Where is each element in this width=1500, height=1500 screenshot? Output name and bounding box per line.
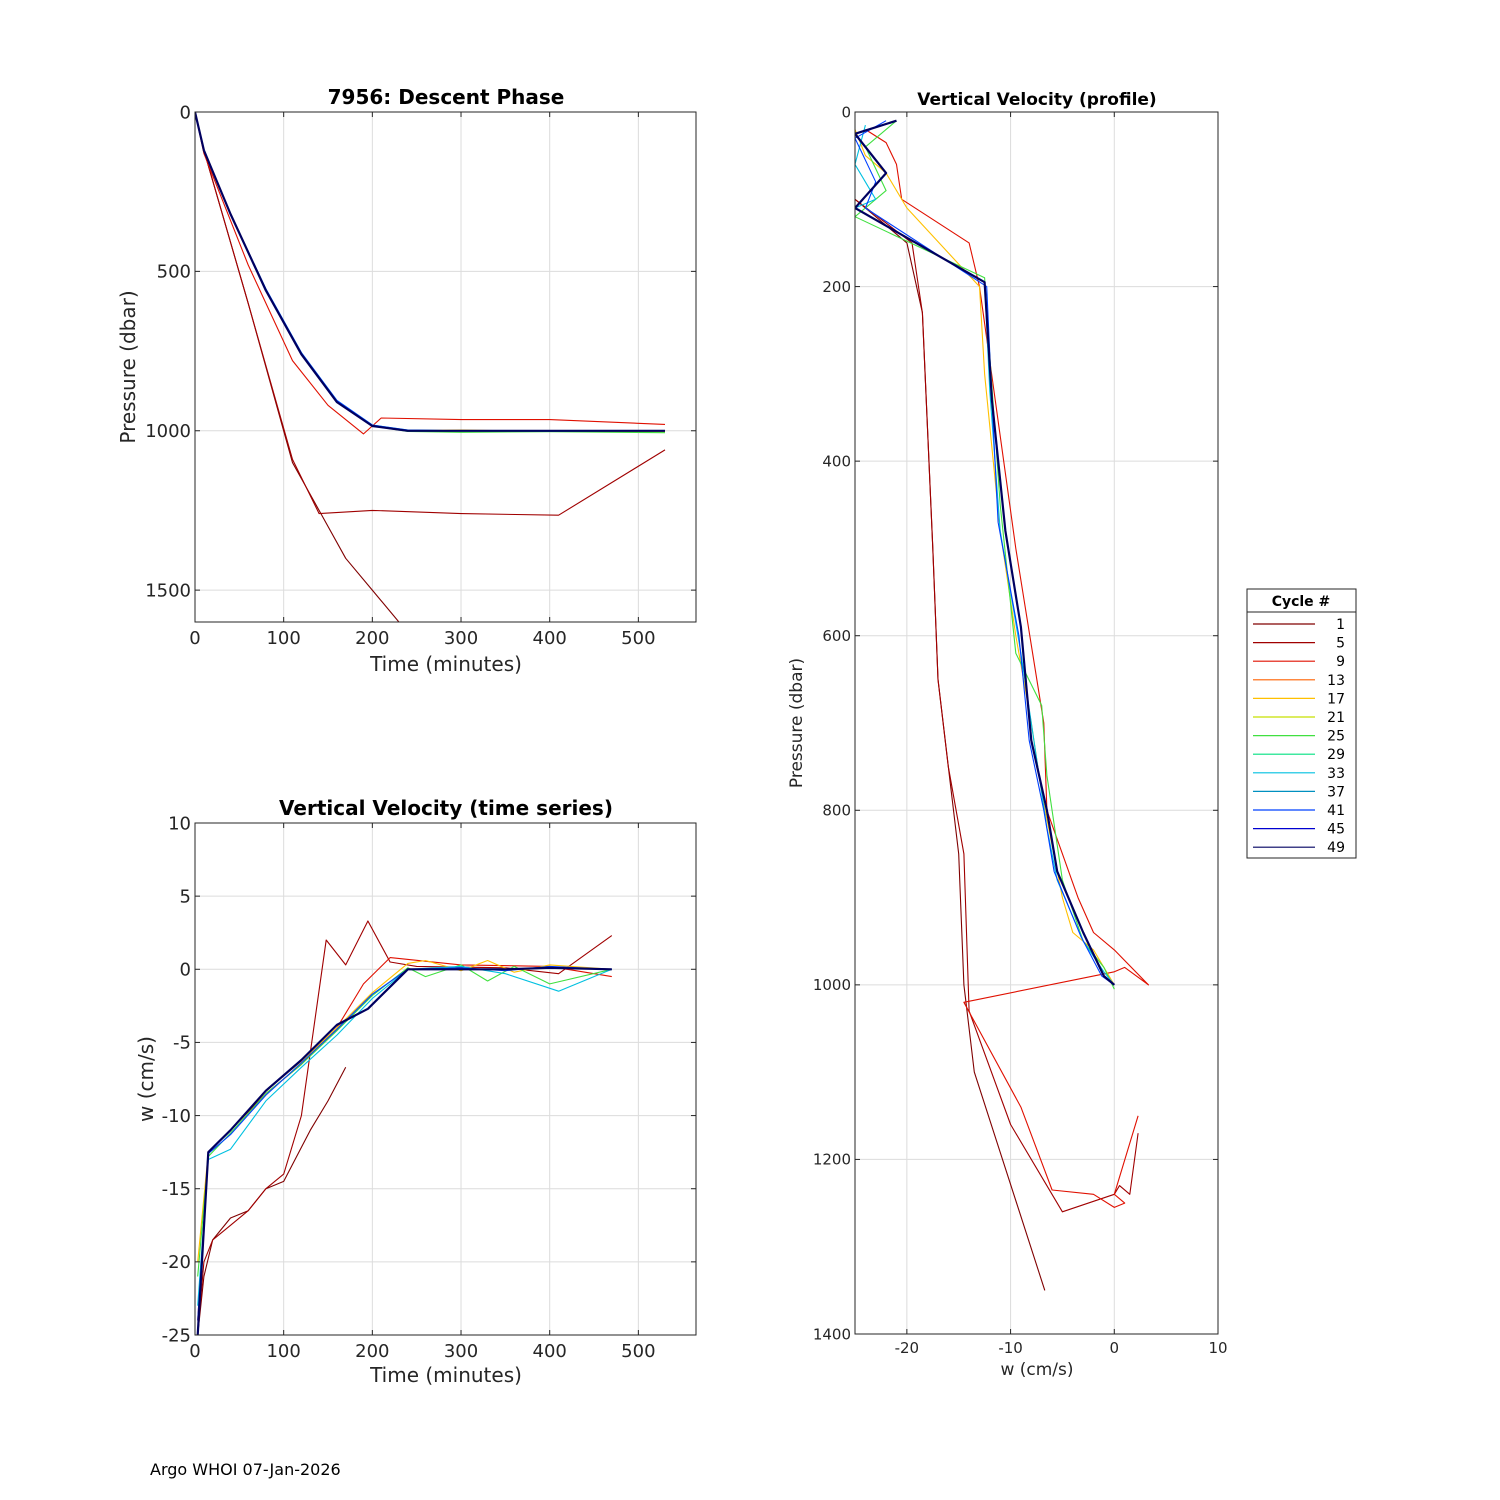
descent-xlabel: Time (minutes): [369, 652, 522, 676]
vv_time-plot-area: [195, 823, 696, 1335]
descent-ytick-label: 0: [180, 102, 191, 123]
legend-label-49: 49: [1327, 840, 1345, 856]
legend-label-17: 17: [1327, 691, 1345, 707]
descent-series-9: [195, 112, 666, 435]
vv_profile-xtick-label: -20: [895, 1339, 920, 1357]
legend-label-25: 25: [1327, 729, 1345, 745]
vv_profile-ytick-label: 400: [822, 452, 851, 470]
vv_profile-ytick-label: 800: [822, 802, 851, 820]
vv_profile-ytick-label: 200: [822, 278, 851, 296]
vv_time-xtick-label: 200: [355, 1341, 389, 1362]
vv_time-ytick-label: 10: [168, 813, 191, 834]
descent-xtick-label: 300: [444, 628, 478, 649]
vv_profile-xtick-label: 10: [1208, 1339, 1227, 1357]
vv_profile-xtick-label: 0: [1110, 1339, 1120, 1357]
velocity-profile-plot: Vertical Velocity (profile) w (cm/s) Pre…: [787, 90, 1228, 1380]
descent-xtick-label: 100: [266, 628, 300, 649]
legend-label-29: 29: [1327, 747, 1345, 763]
legend-label-13: 13: [1327, 673, 1345, 689]
vv_time-ytick-label: 5: [180, 886, 191, 907]
descent-ylabel: Pressure (dbar): [116, 290, 140, 443]
vv_time-axes-box: [194, 822, 697, 1336]
descent-series-5: [195, 112, 666, 516]
legend-title: Cycle #: [1272, 594, 1331, 610]
vv_profile-ytick-label: 600: [822, 627, 851, 645]
vv_time-xtick-label: 300: [444, 1341, 478, 1362]
descent-ytick-label: 1000: [145, 421, 191, 442]
vv_time-xtick-label: 400: [533, 1341, 567, 1362]
legend-label-37: 37: [1327, 784, 1345, 800]
descent-ytick-label: 1500: [145, 580, 191, 601]
vvprof-xlabel: w (cm/s): [1000, 1360, 1073, 1380]
vv_time-ytick-label: -5: [173, 1033, 191, 1054]
vv_profile-series-9: [865, 129, 1150, 1208]
vv_profile-ytick-label: 1400: [813, 1325, 851, 1343]
vv_profile-ytick-label: 1000: [813, 976, 851, 994]
descent-title: 7956: Descent Phase: [328, 85, 565, 109]
vv_time-series-49: [196, 966, 612, 1335]
vv_profile-series-49: [855, 119, 1116, 986]
vvtime-ylabel: w (cm/s): [134, 1036, 158, 1122]
legend-label-41: 41: [1327, 803, 1345, 819]
descent-xtick-label: 0: [189, 628, 200, 649]
vv_time-xtick-label: 100: [266, 1341, 300, 1362]
vv_profile-series-5: [855, 198, 1139, 1213]
descent-ytick-label: 500: [157, 262, 191, 283]
descent-xtick-label: 400: [533, 628, 567, 649]
legend-label-21: 21: [1327, 710, 1345, 726]
descent-series-49: [195, 112, 665, 432]
legend-label-45: 45: [1327, 822, 1345, 838]
descent-xtick-label: 500: [621, 628, 655, 649]
vv_time-xtick-label: 500: [621, 1341, 655, 1362]
descent-phase-plot: 7956: Descent Phase Time (minutes) Press…: [116, 85, 697, 676]
vvtime-xlabel: Time (minutes): [369, 1363, 522, 1387]
vv_time-ytick-label: -20: [162, 1252, 191, 1273]
vv_time-ytick-label: -15: [162, 1179, 191, 1200]
vv_time-xtick-label: 0: [189, 1341, 200, 1362]
legend-label-1: 1: [1336, 617, 1345, 633]
descent-xtick-label: 200: [355, 628, 389, 649]
vv_time-ytick-label: -10: [162, 1106, 191, 1127]
legend-box: [1246, 588, 1357, 859]
footer-text: Argo WHOI 07-Jan-2026: [150, 1460, 341, 1479]
descent-plot-area: [195, 112, 696, 622]
vv_profile-xtick-label: -10: [998, 1339, 1023, 1357]
vv_time-ytick-label: 0: [180, 960, 191, 981]
vv_time-ytick-label: -25: [162, 1325, 191, 1346]
vv_profile-axes-box: [854, 111, 1219, 1335]
vv_time-series-5: [197, 920, 613, 1335]
legend-label-5: 5: [1336, 636, 1345, 652]
vv_profile-ytick-label: 1200: [813, 1151, 851, 1169]
legend-label-33: 33: [1327, 766, 1345, 782]
vvtime-title: Vertical Velocity (time series): [279, 796, 613, 820]
legend: Cycle # 1 5 9 13 17 21 25 29 33 37 41 45 49: [1246, 588, 1357, 859]
vv_profile-plot-area: [855, 112, 1218, 1334]
legend-label-9: 9: [1336, 654, 1345, 670]
velocity-time-series-plot: Vertical Velocity (time series) Time (mi…: [134, 796, 697, 1387]
vvprof-ylabel: Pressure (dbar): [787, 658, 807, 788]
descent-axes-box: [194, 111, 697, 623]
vvprof-title: Vertical Velocity (profile): [917, 90, 1156, 110]
vv_profile-ytick-label: 0: [841, 103, 851, 121]
